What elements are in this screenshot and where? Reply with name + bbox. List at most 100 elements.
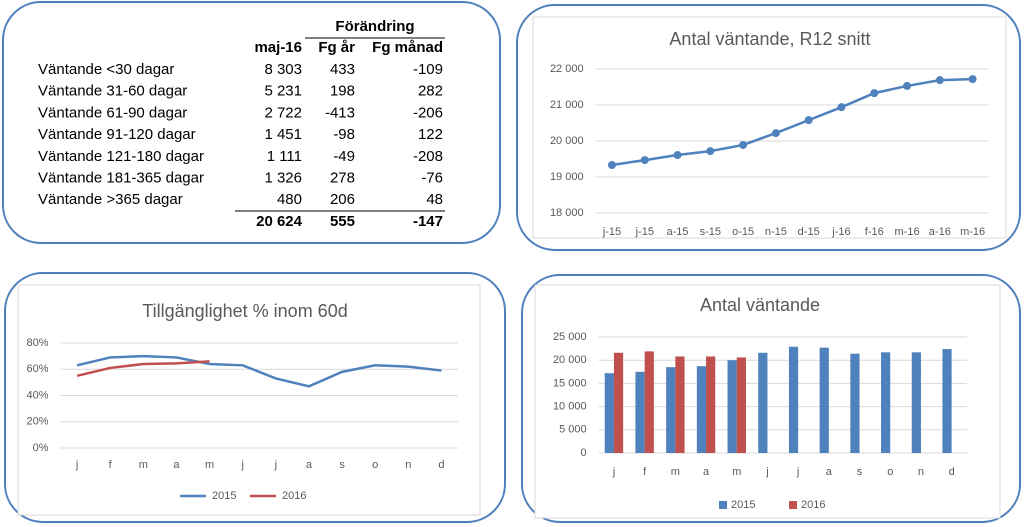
y-tick-label: 15 000 (553, 377, 587, 389)
y-tick-label: 22 000 (550, 63, 584, 75)
bar (696, 366, 707, 453)
legend-swatch (719, 501, 727, 509)
legend-label: 2016 (801, 499, 825, 511)
cell: 282 (418, 83, 443, 100)
x-tick-label: j-16 (831, 226, 850, 238)
cell: 122 (418, 126, 443, 143)
y-tick-label: 40% (26, 389, 48, 401)
line (76, 360, 210, 378)
row-label: Väntande 121-180 dagar (38, 148, 204, 165)
marker (739, 140, 748, 149)
bar (604, 373, 614, 453)
total-cell: 20 624 (256, 213, 303, 230)
row-label: Väntande 91-120 dagar (38, 126, 196, 143)
cell: 2 722 (264, 104, 302, 121)
bar (850, 353, 860, 453)
x-tick-label: s-15 (700, 226, 721, 238)
chart-area (17, 284, 481, 516)
cell: 5 231 (264, 83, 302, 100)
chart-title: Tillgänglighet % inom 60d (142, 301, 347, 321)
x-tick-label: n-15 (765, 226, 787, 238)
y-tick-label: 21 000 (550, 99, 584, 111)
cell: 198 (330, 83, 355, 100)
x-tick-label: o (887, 466, 893, 478)
x-tick-label: m-16 (960, 226, 985, 238)
table-panel (2, 1, 501, 244)
cell: -208 (413, 148, 443, 165)
y-tick-label: 0 (580, 447, 586, 459)
marker (935, 76, 944, 85)
x-tick-label: a (826, 466, 833, 478)
x-tick-label: f (109, 459, 113, 471)
x-tick-label: a (173, 459, 180, 471)
table: Förändring maj-16 Fg år Fg månad Väntande <… (38, 18, 445, 230)
x-tick-label: s (339, 459, 345, 471)
line (76, 354, 442, 388)
y-tick-label: 10 000 (553, 401, 587, 413)
column-header: Fg år (318, 39, 355, 56)
total-cell: 555 (330, 213, 355, 230)
x-tick-label: m (205, 459, 214, 471)
row-label: Väntande 61-90 dagar (38, 104, 187, 121)
cell: 1 111 (267, 148, 302, 165)
x-tick-label: n (405, 459, 411, 471)
cell: -49 (333, 148, 355, 165)
cell: 206 (330, 191, 355, 208)
chart-area (532, 16, 1007, 239)
chart-title: Antal väntande, R12 snitt (669, 29, 870, 49)
cell: -98 (333, 126, 355, 143)
x-tick-label: f-16 (865, 226, 884, 238)
chart-title: Antal väntande (700, 295, 820, 315)
row-label: Väntande 181-365 dagar (38, 169, 204, 186)
bar (819, 347, 829, 453)
legend-swatch (789, 501, 797, 509)
cell: 480 (277, 191, 302, 208)
x-tick-label: a-16 (929, 226, 951, 238)
x-tick-label: j (274, 459, 277, 471)
x-tick-label: a (703, 466, 710, 478)
marker (706, 147, 715, 156)
marker (903, 81, 912, 90)
y-tick-label: 19 000 (550, 171, 584, 183)
column-header: Fg månad (372, 39, 443, 56)
bar (675, 356, 685, 453)
y-tick-label: 25 000 (553, 331, 587, 343)
x-tick-label: j (765, 466, 768, 478)
group-header: Förändring (335, 18, 414, 35)
legend-label: 2016 (282, 490, 306, 502)
cell: 1 451 (264, 126, 302, 143)
bar (727, 360, 737, 453)
x-tick-label: d (949, 466, 955, 478)
x-tick-label: j (240, 459, 243, 471)
bar (911, 352, 921, 453)
line (611, 77, 973, 167)
x-tick-label: m (139, 459, 148, 471)
y-tick-label: 5 000 (559, 424, 587, 436)
cell: 1 326 (264, 169, 302, 186)
y-tick-label: 0% (33, 442, 49, 454)
marker (640, 156, 649, 165)
x-tick-label: n (918, 466, 924, 478)
column-header: maj-16 (254, 39, 302, 56)
x-tick-label: m (671, 466, 680, 478)
y-tick-label: 60% (26, 363, 48, 375)
bar (788, 346, 799, 453)
x-tick-label: o-15 (732, 226, 754, 238)
bar (942, 349, 952, 453)
total-cell: -147 (413, 213, 443, 230)
bar (736, 357, 746, 453)
cell: 278 (330, 169, 355, 186)
y-tick-label: 20 000 (553, 354, 587, 366)
x-tick-label: s (857, 466, 863, 478)
bar (881, 352, 891, 453)
x-tick-label: a-15 (667, 226, 689, 238)
marker (870, 89, 879, 98)
bar (635, 371, 645, 453)
marker (804, 116, 813, 125)
x-tick-label: o (372, 459, 378, 471)
x-tick-label: j (612, 466, 615, 478)
x-tick-label: d (438, 459, 444, 471)
marker (771, 129, 780, 138)
x-tick-label: a (306, 459, 313, 471)
